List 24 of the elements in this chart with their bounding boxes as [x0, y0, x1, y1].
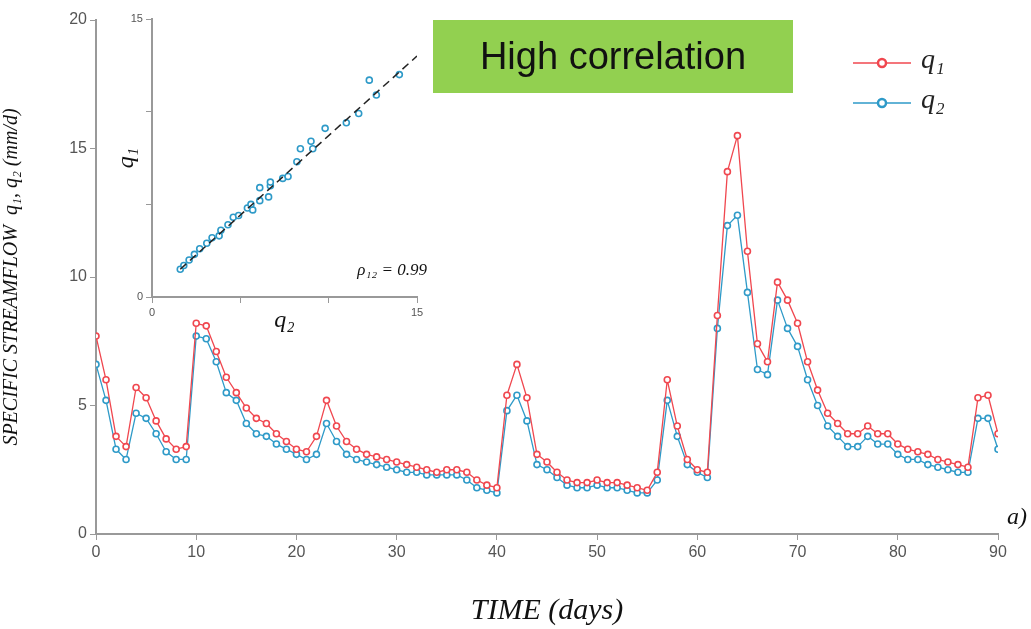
- x-tick-label: 90: [989, 543, 1007, 561]
- y-tick-label: 10: [69, 267, 88, 285]
- legend-label: q₁: [921, 43, 945, 75]
- y-axis-title: SPECIFIC STREAMFLOW q₁, q₂ (mm/d): [0, 108, 23, 446]
- y-tick-label: 0: [78, 524, 88, 542]
- x-tick-label: 80: [888, 543, 907, 561]
- y-tick-label: 20: [69, 10, 88, 28]
- annotation: ρ₁₂ = 0.99: [356, 260, 428, 280]
- y-axis-title: q₁: [111, 147, 138, 169]
- y-tick-label: 5: [78, 395, 88, 413]
- x-tick-label: 20: [287, 543, 306, 561]
- x-axis-title: q₂: [274, 305, 295, 332]
- x-tick-label: 60: [688, 543, 707, 561]
- x-axis-title: TIME (days): [470, 591, 624, 626]
- legend-label: q₂: [921, 83, 945, 115]
- x-tick-label: 50: [588, 543, 607, 561]
- chart-title: High correlation: [433, 20, 793, 93]
- x-tick-label: 30: [387, 543, 406, 561]
- y-tick-label: 15: [69, 138, 88, 156]
- x-tick-label: 70: [788, 543, 807, 561]
- x-tick-label: 10: [187, 543, 206, 561]
- x-tick-label: 40: [487, 543, 506, 561]
- text: a): [1007, 503, 1027, 530]
- x-tick-label: 0: [91, 543, 101, 561]
